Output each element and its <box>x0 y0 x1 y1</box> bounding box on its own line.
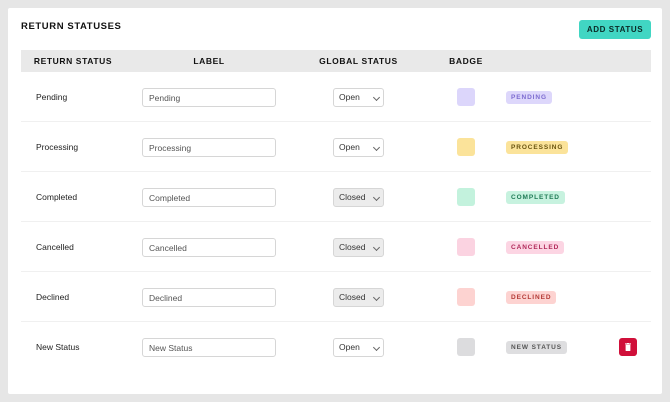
table-row: Processing Open PROCESSING <box>21 122 651 172</box>
global-status-select[interactable]: Closed <box>333 188 384 207</box>
status-badge: COMPLETED <box>506 191 565 204</box>
status-badge: CANCELLED <box>506 241 565 254</box>
column-header-badge: BADGE <box>449 56 483 66</box>
global-status-value: Open <box>339 142 360 152</box>
global-status-value: Open <box>339 92 360 102</box>
global-status-select[interactable]: Open <box>333 88 384 107</box>
add-status-button[interactable]: ADD STATUS <box>579 20 651 39</box>
status-badge: PENDING <box>506 91 552 104</box>
badge-color-swatch[interactable] <box>457 188 475 206</box>
chevron-down-icon <box>372 193 381 202</box>
chevron-down-icon <box>372 93 381 102</box>
global-status-value: Closed <box>339 292 366 302</box>
return-status-name: Processing <box>36 142 79 152</box>
global-status-select[interactable]: Open <box>333 338 384 357</box>
table-row: Completed Closed COMPLETED <box>21 172 651 222</box>
status-badge: DECLINED <box>506 291 557 304</box>
badge-color-swatch[interactable] <box>457 138 475 156</box>
global-status-select[interactable]: Closed <box>333 238 384 257</box>
return-status-name: Pending <box>36 92 68 102</box>
badge-color-swatch[interactable] <box>457 88 475 106</box>
label-input[interactable] <box>142 88 276 107</box>
table-row: Declined Closed DECLINED <box>21 272 651 322</box>
page-title: RETURN STATUSES <box>21 21 122 32</box>
chevron-down-icon <box>372 243 381 252</box>
return-status-name: Cancelled <box>36 242 74 252</box>
return-status-name: Declined <box>36 292 70 302</box>
chevron-down-icon <box>372 293 381 302</box>
column-header-label: LABEL <box>193 56 225 66</box>
global-status-value: Closed <box>339 192 366 202</box>
chevron-down-icon <box>372 343 381 352</box>
badge-color-swatch[interactable] <box>457 288 475 306</box>
return-status-name: New Status <box>36 342 80 352</box>
status-badge: NEW STATUS <box>506 341 568 354</box>
label-input[interactable] <box>142 138 276 157</box>
global-status-value: Closed <box>339 242 366 252</box>
table-row: New Status Open NEW STATUS <box>21 322 651 372</box>
label-input[interactable] <box>142 238 276 257</box>
return-statuses-panel: RETURN STATUSES ADD STATUS RETURN STATUS… <box>8 8 662 394</box>
global-status-select[interactable]: Closed <box>333 288 384 307</box>
table-row: Pending Open PENDING <box>21 72 651 122</box>
status-badge: PROCESSING <box>506 141 569 154</box>
delete-status-button[interactable] <box>619 338 637 356</box>
label-input[interactable] <box>142 338 276 357</box>
label-input[interactable] <box>142 188 276 207</box>
chevron-down-icon <box>372 143 381 152</box>
global-status-select[interactable]: Open <box>333 138 384 157</box>
trash-icon <box>625 343 631 351</box>
return-status-name: Completed <box>36 192 78 202</box>
badge-color-swatch[interactable] <box>457 238 475 256</box>
table-row: Cancelled Closed CANCELLED <box>21 222 651 272</box>
column-header-global-status: GLOBAL STATUS <box>319 56 398 66</box>
badge-color-swatch[interactable] <box>457 338 475 356</box>
column-header-return-status: RETURN STATUS <box>33 56 113 66</box>
label-input[interactable] <box>142 288 276 307</box>
table-header: RETURN STATUS LABEL GLOBAL STATUS BADGE <box>21 50 651 72</box>
global-status-value: Open <box>339 342 360 352</box>
